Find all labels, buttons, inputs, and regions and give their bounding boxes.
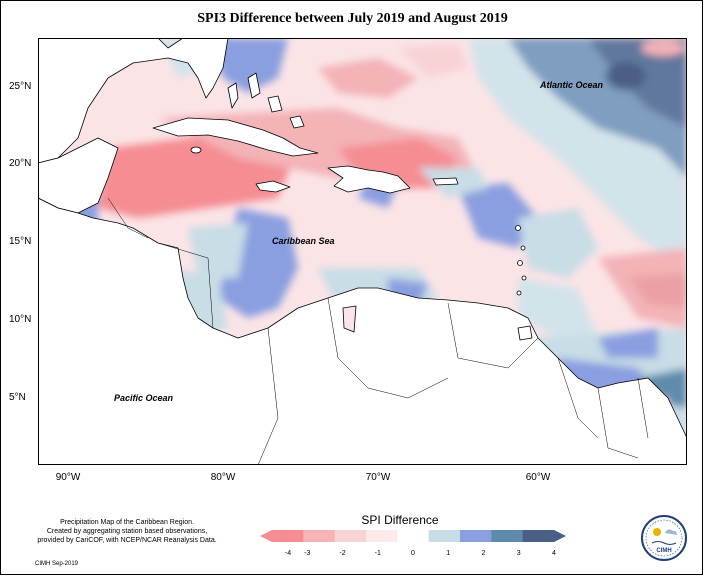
caribbean-sea-label: Caribbean Sea (272, 236, 335, 246)
map-border (38, 38, 687, 465)
colorbar-swatch (334, 530, 367, 542)
lat-label-20: 20°N (9, 158, 32, 169)
cloud-icon (665, 529, 677, 535)
lon-label-90: 90°W (55, 472, 81, 483)
footnote-line-1: Precipitation Map of the Caribbean Regio… (60, 519, 194, 526)
colorbar-swatch (397, 530, 430, 542)
lon-label-70: 70°W (365, 472, 391, 483)
colorbar-tick-label: 3 (517, 550, 521, 557)
atlantic-ocean-label: Atlantic Ocean (539, 80, 604, 90)
footnote: Precipitation Map of the Caribbean Regio… (22, 518, 232, 545)
legend-title: SPI Difference (361, 513, 439, 527)
colorbar-tick-label: -3 (304, 550, 310, 557)
lon-label-60: 60°W (525, 472, 551, 483)
colorbar-swatch (460, 530, 492, 542)
pacific-ocean-label: Pacific Ocean (114, 393, 174, 403)
colorbar-tick-label: 2 (482, 550, 486, 557)
colorbar-tick-label: 0 (411, 550, 415, 557)
wave-icon (651, 541, 677, 545)
footnote-line-2: Created by aggregating station based obs… (46, 528, 208, 535)
footnote-line-3: provided by CariCOF, with NCEP/NCAR Rean… (37, 537, 217, 544)
colorbar-tick-label: 1 (446, 550, 450, 557)
lat-label-10: 10°N (9, 314, 32, 325)
colorbar-legend: -4 -3 -2 -1 0 1 2 3 4 (260, 530, 566, 557)
colorbar-swatches (260, 530, 566, 542)
colorbar-swatch (491, 530, 524, 542)
colorbar-swatch (522, 530, 555, 542)
colorbar-tick-label: 4 (552, 550, 556, 557)
colorbar-ticks: -4 -3 -2 -1 0 1 2 3 4 (285, 550, 556, 557)
country-borders (107, 197, 649, 465)
colorbar-swatch (428, 530, 461, 542)
credit-text: CIMH Sep-2019 (35, 561, 79, 567)
colorbar-swatch (272, 530, 304, 542)
lat-label-15: 15°N (9, 236, 32, 247)
cimh-logo: CIMH (641, 515, 687, 561)
colorbar-swatch (366, 530, 398, 542)
lon-label-80: 80°W (210, 472, 236, 483)
colorbar-left-arrow (260, 530, 272, 542)
colorbar-tick-label: -4 (285, 550, 291, 557)
lat-label-25: 25°N (9, 81, 32, 92)
lat-label-5: 5°N (9, 392, 26, 403)
colorbar-tick-label: -2 (339, 550, 345, 557)
sun-icon (653, 528, 661, 536)
map-title: SPI3 Difference between July 2019 and Au… (197, 11, 508, 26)
colorbar-swatch (303, 530, 336, 542)
spi-difference-map: Atlantic Ocean Caribbean Sea Pacific Oce… (38, 38, 687, 465)
land-masses (38, 38, 687, 465)
colorbar-tick-label: -1 (375, 550, 381, 557)
colorbar-right-arrow (554, 530, 566, 542)
logo-text: CIMH (656, 548, 671, 554)
